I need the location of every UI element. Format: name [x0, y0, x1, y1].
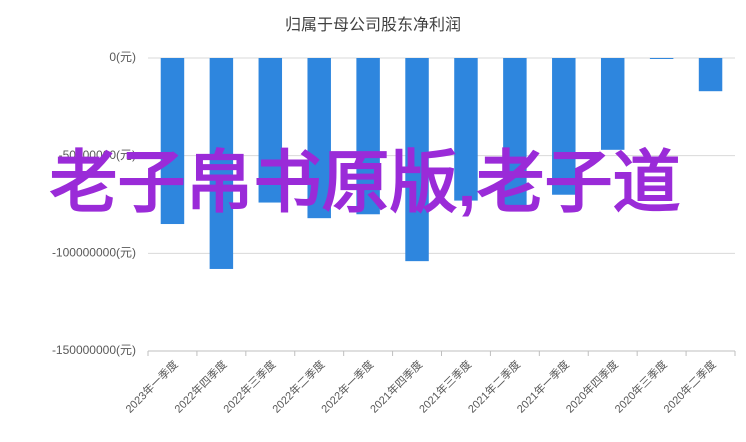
- bar: [503, 58, 527, 211]
- bar: [405, 58, 429, 262]
- y-tick-label: -150000000(元): [52, 343, 136, 357]
- y-tick-label: -100000000(元): [52, 246, 136, 260]
- annotation: 老子帛书原版,老子道: [49, 145, 681, 221]
- bar: [649, 58, 674, 59]
- bar: [258, 58, 283, 203]
- bar: [698, 58, 723, 92]
- bar: [552, 58, 576, 195]
- bar: [600, 58, 625, 150]
- bar: [160, 58, 185, 225]
- bar: [356, 58, 380, 215]
- chart-title: 归属于母公司股东净利润: [285, 16, 461, 34]
- bar: [454, 58, 478, 201]
- bar: [209, 58, 234, 269]
- x-tick-label: 2020年二季度: [660, 357, 718, 415]
- y-tick-label: 0(元): [109, 50, 136, 64]
- y-tick-label: -50000000(元): [59, 148, 136, 162]
- bar: [307, 58, 331, 219]
